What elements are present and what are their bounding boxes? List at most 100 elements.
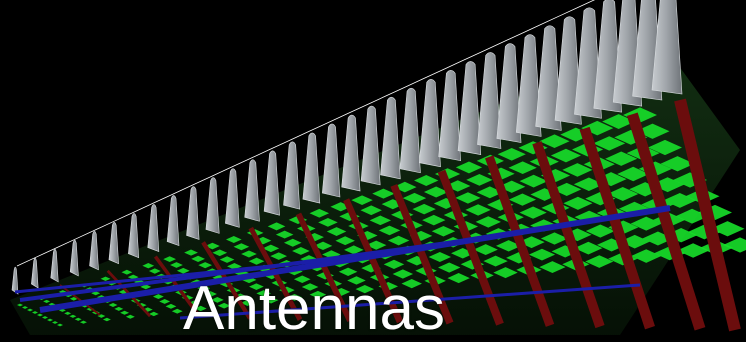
antenna-element (585, 255, 614, 268)
antenna-element (473, 244, 498, 256)
blue-beam (179, 283, 641, 320)
fin (225, 168, 240, 228)
antenna-element (102, 317, 111, 322)
antenna-element (47, 318, 53, 322)
antenna-element (607, 186, 639, 201)
antenna-element (335, 236, 355, 246)
antenna-element (338, 267, 358, 276)
red-beam (437, 169, 504, 326)
red-beam (674, 98, 741, 332)
antenna-element (574, 241, 603, 255)
antenna-element (493, 267, 518, 279)
antenna-element (52, 321, 58, 324)
fin (205, 177, 220, 234)
antenna-element (392, 269, 414, 279)
antenna-element (495, 240, 522, 252)
antenna-element (32, 311, 38, 314)
antenna-element (142, 307, 153, 312)
antenna-element (497, 147, 526, 161)
antenna-element (648, 139, 682, 156)
antenna-element (434, 168, 461, 180)
antenna-element (286, 293, 303, 301)
antenna-element (519, 174, 548, 188)
antenna-element (165, 303, 177, 309)
antenna-element (219, 256, 235, 263)
antenna-element (91, 291, 101, 296)
fin (263, 150, 280, 216)
red-beam (295, 212, 353, 323)
antenna-element (148, 311, 159, 317)
red-beam (532, 141, 605, 329)
fin (31, 257, 39, 289)
red-beam (626, 112, 706, 331)
fin (477, 52, 502, 149)
antenna-element (142, 263, 155, 269)
antenna-element (387, 235, 410, 246)
antenna-element (422, 214, 446, 226)
antenna-element (17, 303, 23, 307)
fin (244, 159, 260, 222)
antenna-element (108, 302, 118, 307)
fin (380, 96, 401, 180)
antenna-element (275, 230, 294, 239)
antenna-element (37, 313, 43, 317)
antenna-element (318, 218, 338, 227)
antenna-element (100, 276, 111, 282)
fin (50, 248, 59, 283)
antenna-element (562, 163, 593, 177)
antenna-element (677, 243, 710, 258)
antenna-element (170, 262, 183, 268)
antenna-element (498, 180, 526, 193)
antenna-element (120, 310, 130, 315)
antenna-element (455, 161, 483, 174)
antenna-element (710, 221, 745, 237)
antenna-element (402, 192, 427, 204)
fin (515, 34, 542, 137)
antenna-element (423, 186, 449, 198)
fin (186, 186, 200, 240)
fin (147, 204, 160, 253)
antenna-element (344, 245, 364, 255)
fin (89, 230, 99, 271)
antenna-element (723, 237, 746, 253)
antenna-element (475, 216, 501, 228)
antenna-element (433, 198, 459, 210)
antenna-element (378, 225, 401, 236)
antenna-element (412, 203, 436, 215)
top-wire (16, 0, 596, 267)
antenna-element (563, 228, 592, 242)
antenna-element (212, 249, 228, 257)
antenna-element (605, 151, 638, 166)
antenna-element (293, 275, 311, 283)
antenna-element (614, 129, 648, 145)
antenna-element (121, 269, 133, 275)
antenna-element (519, 206, 547, 219)
red-beam (579, 126, 655, 330)
antenna-element (176, 267, 190, 274)
antenna-element (301, 283, 319, 291)
antenna-element (267, 222, 286, 231)
antenna-element (262, 244, 280, 253)
antenna-element (451, 248, 475, 259)
antenna-element (69, 314, 77, 318)
antenna-element (585, 224, 615, 238)
antenna-element (227, 263, 242, 270)
fin (11, 266, 19, 295)
antenna-element (210, 297, 224, 303)
antenna-element (270, 252, 288, 260)
antenna-element (581, 120, 614, 136)
antenna-element (483, 255, 508, 267)
fin (108, 222, 119, 265)
antenna-element (663, 192, 697, 208)
antenna-element (163, 256, 177, 263)
antenna-element (198, 262, 213, 269)
antenna-element (355, 284, 375, 294)
antenna-element (660, 156, 695, 172)
antenna-element (159, 299, 171, 304)
antenna-element (184, 249, 198, 256)
caption-text: Antennas (183, 274, 445, 342)
antenna-element (309, 290, 327, 299)
blue-beam (14, 253, 381, 294)
antenna-element (191, 255, 205, 262)
antenna-element (148, 268, 161, 274)
